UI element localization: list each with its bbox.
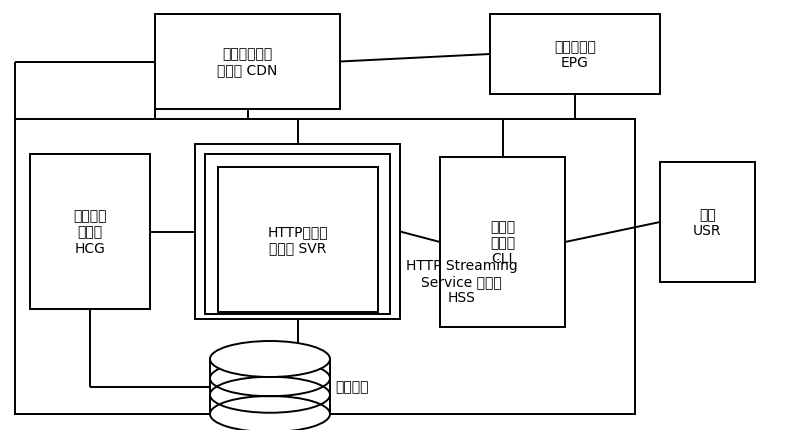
Bar [205,155,390,314]
Text: 门户子系统
EPG: 门户子系统 EPG [554,40,596,70]
Bar [15,120,635,414]
Bar [218,168,378,312]
Bar [155,15,340,110]
Text: HTTP Streaming
Service 了系统
HSS: HTTP Streaming Service 了系统 HSS [406,258,518,305]
Text: HTTP服务器
子系统 SVR: HTTP服务器 子系统 SVR [268,225,328,255]
Bar [490,15,660,95]
Bar [195,144,400,319]
Text: 存储设备: 存储设备 [335,380,369,393]
Ellipse shape [210,396,330,430]
Bar [30,155,150,309]
Bar [210,359,330,414]
Text: 客户端
子系统
CLI: 客户端 子系统 CLI [490,219,515,266]
Bar [660,163,755,283]
Text: 内容制作
子系统
HCG: 内容制作 子系统 HCG [74,209,106,255]
Text: 川户
USR: 川户 USR [694,207,722,237]
Ellipse shape [210,341,330,377]
Text: 内容分发网络
子系统 CDN: 内容分发网络 子系统 CDN [218,47,278,77]
Bar [440,158,565,327]
